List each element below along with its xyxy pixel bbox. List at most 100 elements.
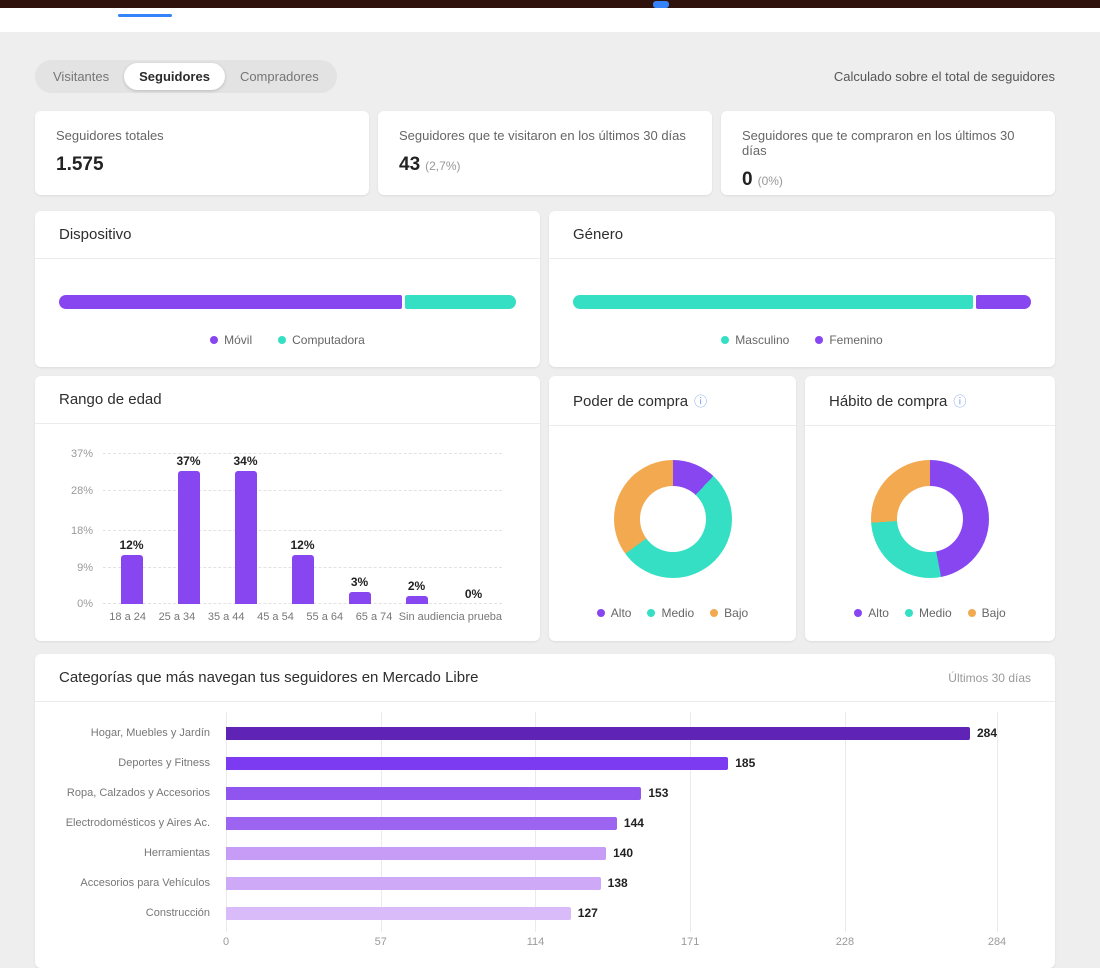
category-track: 284 [226, 726, 997, 740]
categories-xtick: 228 [835, 936, 855, 948]
card-title-text: Poder de compra [573, 393, 689, 410]
age-ytick: 18% [70, 525, 93, 538]
card-title: Dispositivo [59, 226, 132, 243]
stat-card-followers-visited: Seguidores que te visitaron en los últim… [378, 111, 712, 195]
legend-dot-medio [647, 609, 656, 617]
stat-title: Seguidores que te compraron en los últim… [742, 128, 1015, 158]
info-icon[interactable]: ⓘ [953, 394, 967, 409]
card-header: Hábito de compra ⓘ [805, 376, 1055, 426]
age-bar-slot-sin-audiencia-prueba: 0% [445, 454, 502, 604]
segment-tabs: Visitantes Seguidores Compradores [35, 60, 337, 93]
category-label: Construcción [145, 907, 210, 919]
card-header: Dispositivo [35, 211, 540, 259]
device-stacked-bar [59, 295, 516, 309]
legend-item-computadora: Computadora [278, 333, 365, 347]
category-value: 144 [623, 816, 644, 830]
tab-seguidores[interactable]: Seguidores [124, 63, 225, 90]
card-title: Categorías que más navegan tus seguidore… [59, 669, 479, 686]
age-ytick: 28% [70, 484, 93, 497]
age-category-label: 55 a 64 [306, 611, 344, 623]
age-bar-slot-25-a-34: 37% [160, 454, 217, 604]
categories-gridline-284 [997, 712, 998, 932]
category-row-hogar-muebles-y-jardin: Hogar, Muebles y Jardín 284 [35, 718, 1055, 748]
buying-power-chart: Alto Medio Bajo [549, 426, 796, 641]
stat-number: 1.575 [56, 154, 104, 175]
category-row-herramientas: Herramientas 140 [35, 838, 1055, 868]
calculation-note: Calculado sobre el total de seguidores [833, 69, 1055, 84]
device-gender-row: Dispositivo Móvil Computadora Género Masc… [35, 211, 1055, 367]
category-row-accesorios-para-vehiculos: Accesorios para Vehículos 138 [35, 868, 1055, 898]
age-bar [177, 471, 200, 604]
tab-compradores[interactable]: Compradores [239, 69, 319, 84]
category-track: 140 [226, 846, 997, 860]
age-bar-slot-35-a-44: 34% [217, 454, 274, 604]
legend-label: Medio [661, 606, 695, 620]
legend-dot-bajo [967, 609, 976, 617]
card-header: Género [549, 211, 1055, 259]
dispositivo-segment-movil [59, 295, 402, 309]
category-label: Accesorios para Vehículos [80, 877, 210, 889]
category-value: 284 [976, 726, 997, 740]
age-bar-value: 12% [119, 538, 144, 553]
legend-label: Femenino [829, 333, 883, 347]
category-row-ropa-calzados-y-accesorios: Ropa, Calzados y Accesorios 153 [35, 778, 1055, 808]
axis-spacer [35, 932, 226, 954]
categories-gridline-171 [690, 712, 692, 932]
age-ytick: 0% [77, 598, 93, 610]
buying-habit-legend: Alto Medio Bajo [821, 606, 1039, 620]
category-label: Electrodomésticos y Aires Ac. [65, 817, 210, 829]
age-bar [234, 471, 257, 604]
stat-title: Seguidores que te visitaron en los últim… [399, 128, 686, 143]
card-title: Rango de edad [59, 391, 162, 408]
age-chart-bars: 12% 37% 34% 12% 3% 2% 0% [103, 454, 502, 604]
category-track: 185 [226, 756, 997, 770]
age-bar-slot-55-a-64: 3% [331, 454, 388, 604]
top-navigation-bar [0, 0, 1100, 8]
legend-dot-alto [596, 609, 605, 617]
categories-xtick: 171 [681, 936, 700, 948]
topbar-accent-icon [653, 1, 669, 8]
legend-label: Bajo [724, 606, 749, 620]
category-row-deportes-y-fitness: Deportes y Fitness 185 [35, 748, 1055, 778]
stat-title: Seguidores totales [56, 128, 164, 143]
age-ytick: 37% [70, 448, 93, 460]
page-tabs-strip [0, 8, 1100, 32]
age-category-label: Sin audiencia prueba [398, 611, 503, 623]
categories-gridline-228 [844, 712, 846, 932]
legend-item-femenino: Femenino [815, 333, 883, 347]
legend-item-movil: Móvil [210, 333, 252, 347]
main-content: Visitantes Seguidores Compradores Calculad… [0, 32, 1100, 968]
category-track: 127 [226, 906, 997, 920]
stat-number: 43 [399, 154, 421, 175]
age-category-label: 18 a 24 [109, 611, 146, 623]
age-chart: 37% 28% 18% 9% 0% 12% 37% 34% 12% 3% 2% 0% 18 a 24… [35, 448, 540, 641]
stats-row: Seguidores totales 1.575 Seguidores que … [35, 111, 1055, 195]
age-bar [120, 555, 143, 604]
stat-value: 1.575 [56, 154, 348, 176]
age-category-label: 45 a 54 [257, 611, 294, 623]
card-title-text: Hábito de compra [829, 393, 948, 410]
legend-dot-bajo [710, 609, 719, 617]
category-label: Herramientas [143, 847, 210, 859]
age-bar-value: 34% [233, 454, 258, 468]
legend-label: Bajo [981, 606, 1006, 620]
category-value: 140 [613, 846, 634, 860]
stat-card-total-followers: Seguidores totales 1.575 [35, 111, 369, 195]
category-value: 185 [735, 756, 756, 770]
stat-number: 0 [742, 169, 753, 190]
device-card: Dispositivo Móvil Computadora [35, 211, 540, 367]
toolbar-row: Visitantes Seguidores Compradores Calculad… [35, 60, 1055, 93]
age-gridline-18%: 18% [71, 525, 502, 537]
category-bar [226, 756, 729, 770]
legend-label: Computadora [292, 333, 365, 347]
axis-ticks: 0 57 114 171 228 284 [223, 932, 1006, 954]
card-header: Poder de compra ⓘ [549, 376, 796, 426]
genero-segment-masculino [573, 295, 974, 309]
info-icon[interactable]: ⓘ [694, 394, 708, 409]
tab-visitantes[interactable]: Visitantes [53, 69, 110, 84]
gender-legend: Masculino Femenino [573, 333, 1031, 347]
gender-stacked-bar [573, 295, 1031, 309]
age-bar [405, 595, 428, 604]
device-chart: Móvil Computadora [35, 259, 540, 367]
legend-dot-medio [904, 609, 913, 617]
